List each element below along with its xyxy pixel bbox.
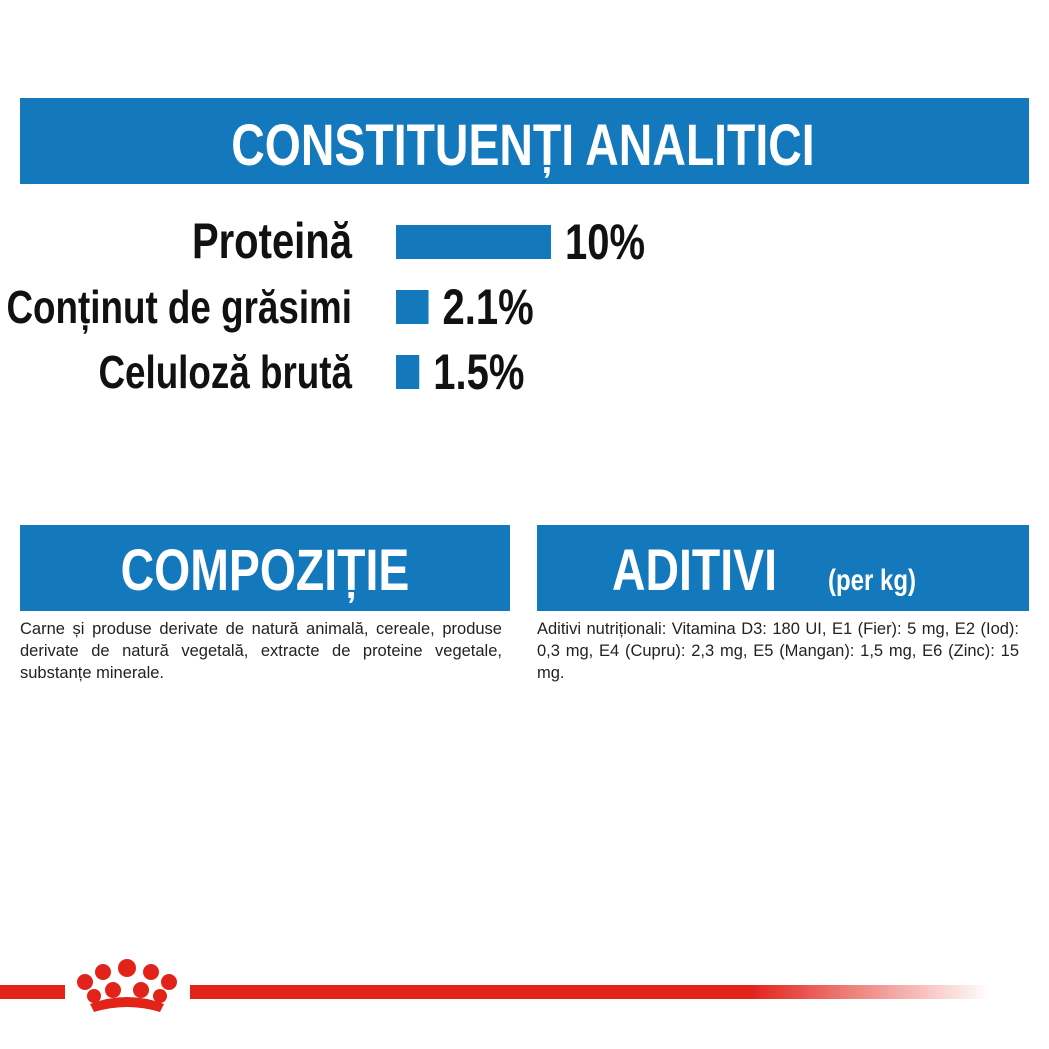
bar <box>396 355 420 389</box>
category-label: Proteină <box>192 213 353 269</box>
logo <box>77 959 177 1012</box>
section-band <box>537 525 1029 611</box>
category-label: Celuloză brută <box>98 346 352 398</box>
section-text: Carne și produse derivate de natură anim… <box>20 620 502 682</box>
category-label: Conținut de grăsimi <box>6 281 352 334</box>
section-title: COMPOZIȚIE <box>121 538 410 603</box>
title-band <box>20 98 1029 184</box>
section-title: ADITIVI <box>612 538 777 603</box>
bar <box>396 290 429 324</box>
chart-title: CONSTITUENȚI ANALITICI <box>231 113 814 178</box>
section-subtitle: (per kg) <box>828 564 916 597</box>
value-label: 10% <box>565 214 645 270</box>
footer-line <box>190 985 990 999</box>
value-label: 2.1% <box>443 279 534 335</box>
section-band <box>20 525 510 611</box>
footer-line <box>0 985 65 999</box>
section-text: Aditivi nutriționali: Vitamina D3: 180 U… <box>537 620 1019 682</box>
bar <box>396 225 551 259</box>
value-label: 1.5% <box>433 344 524 400</box>
